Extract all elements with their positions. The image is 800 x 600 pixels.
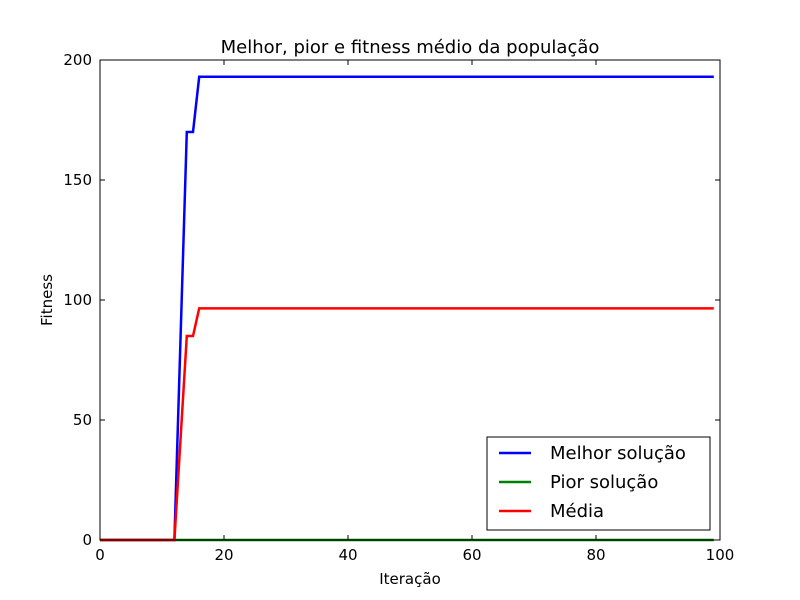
- legend-label-0: Melhor solução: [550, 443, 686, 464]
- y-tick-label: 150: [63, 171, 92, 189]
- y-tick-label: 50: [73, 411, 92, 429]
- legend-label-1: Pior solução: [550, 472, 658, 493]
- y-axis-label: Fitness: [38, 274, 56, 326]
- x-axis-label: Iteração: [379, 570, 441, 588]
- chart-title: Melhor, pior e fitness médio da populaçã…: [221, 37, 600, 58]
- x-tick-label: 60: [462, 546, 481, 564]
- x-tick-label: 40: [338, 546, 357, 564]
- x-tick-label: 80: [586, 546, 605, 564]
- y-tick-label: 100: [63, 291, 92, 309]
- ticks-layer: 0 20 40 60 80 100 0 50 100 150 200: [63, 51, 734, 564]
- y-tick-label: 200: [63, 51, 92, 69]
- x-tick-label: 100: [706, 546, 735, 564]
- y-tick-label: 0: [82, 531, 92, 549]
- x-tick-label: 20: [214, 546, 233, 564]
- legend: Melhor solução Pior solução Média: [486, 436, 711, 531]
- legend-label-2: Média: [550, 501, 604, 522]
- x-tick-label: 0: [95, 546, 105, 564]
